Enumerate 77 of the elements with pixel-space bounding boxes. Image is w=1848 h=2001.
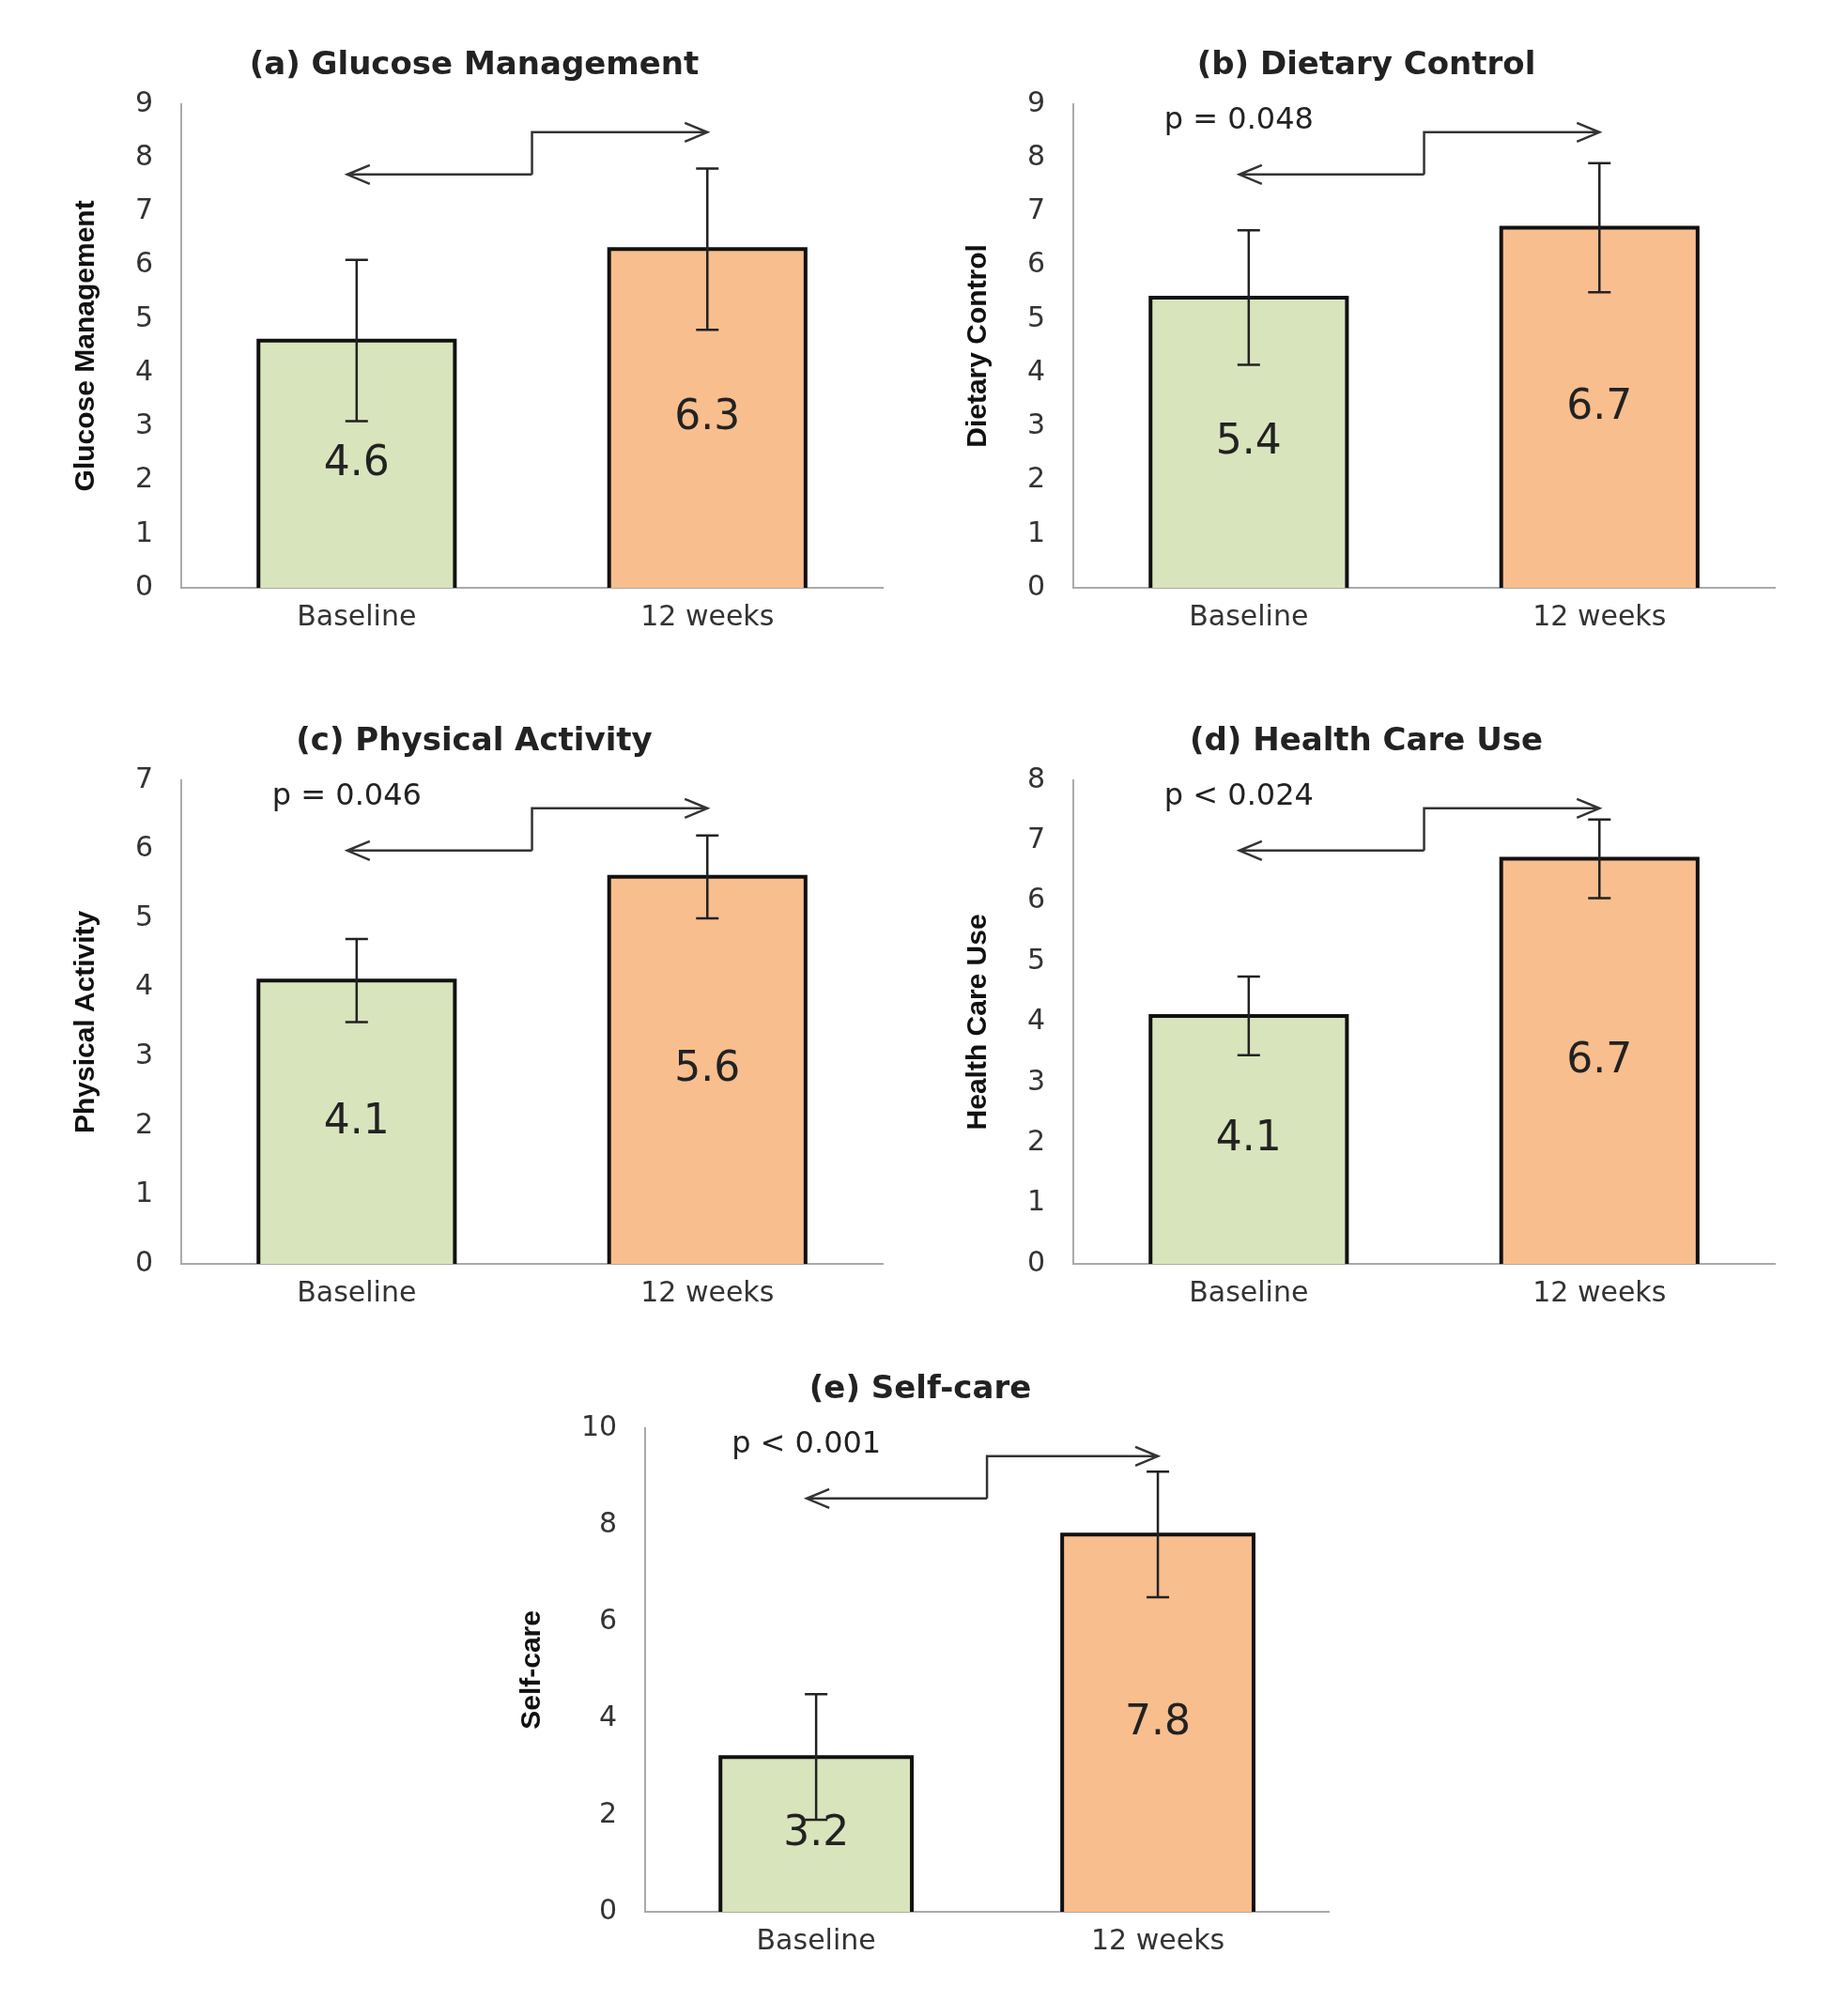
y-tick-label: 10 — [580, 1408, 618, 1442]
y-tick-label: 3 — [1026, 1063, 1046, 1097]
y-tick-label: 2 — [1026, 461, 1046, 495]
chart-title: (a) Glucose Management — [249, 44, 700, 83]
y-tick-label: 0 — [599, 1892, 618, 1926]
x-tick-label: 12 weeks — [640, 1274, 775, 1308]
y-tick-label: 2 — [1026, 1124, 1046, 1157]
y-tick-label: 8 — [1026, 138, 1046, 172]
chart-title: (e) Self-care — [808, 1368, 1032, 1407]
y-tick-label: 1 — [1026, 1184, 1046, 1218]
y-tick-label: 0 — [134, 1244, 154, 1278]
y-tick-label: 2 — [134, 461, 154, 495]
y-tick-label: 3 — [134, 1038, 154, 1070]
data-label: 4.1 — [1215, 1112, 1282, 1161]
y-tick-label: 2 — [134, 1106, 154, 1140]
y-tick-label: 7 — [1026, 192, 1046, 226]
y-tick-label: 8 — [599, 1505, 618, 1539]
y-tick-label: 3 — [1026, 408, 1046, 441]
data-label: 4.6 — [323, 436, 390, 485]
y-tick-label: 6 — [1026, 882, 1046, 916]
y-tick-label: 6 — [134, 246, 154, 280]
x-tick-label: Baseline — [297, 1274, 417, 1308]
y-axis-title: Dietary Control — [961, 244, 993, 448]
chart-title: (d) Health Care Use — [1189, 720, 1544, 759]
x-tick-label: Baseline — [1189, 598, 1309, 632]
x-tick-label: 12 weeks — [1532, 598, 1667, 632]
y-tick-label: 9 — [1026, 85, 1046, 118]
y-tick-label: 2 — [599, 1795, 618, 1829]
x-tick-label: Baseline — [297, 598, 417, 632]
x-tick-label: Baseline — [756, 1922, 876, 1956]
chart-title: (c) Physical Activity — [296, 720, 653, 759]
data-label: 3.2 — [783, 1807, 850, 1855]
y-tick-label: 4 — [1026, 1003, 1046, 1037]
y-tick-label: 8 — [134, 138, 154, 172]
annotation: p = 0.048 — [1163, 100, 1314, 137]
x-tick-label: 12 weeks — [1532, 1274, 1667, 1308]
y-tick-label: 7 — [134, 761, 154, 794]
y-tick-label: 4 — [134, 353, 154, 387]
y-tick-label: 9 — [134, 85, 154, 118]
x-tick-label: 12 weeks — [640, 598, 775, 632]
data-label: 6.3 — [674, 391, 741, 439]
y-tick-label: 0 — [1026, 1244, 1046, 1278]
y-tick-label: 1 — [1026, 515, 1046, 548]
y-tick-label: 1 — [134, 1176, 154, 1209]
y-axis-title: Self-care — [515, 1610, 547, 1730]
y-tick-label: 0 — [1026, 568, 1046, 602]
y-tick-label: 7 — [134, 192, 154, 226]
y-axis-title: Health Care Use — [961, 914, 993, 1131]
y-tick-label: 0 — [134, 568, 154, 602]
y-tick-label: 6 — [599, 1602, 618, 1636]
data-label: 6.7 — [1566, 379, 1633, 428]
chart-title: (b) Dietary Control — [1196, 44, 1536, 83]
y-tick-label: 4 — [599, 1699, 618, 1732]
y-axis-title: Physical Activity — [69, 910, 100, 1134]
y-tick-label: 4 — [134, 968, 154, 1002]
y-tick-label: 5 — [134, 899, 154, 932]
y-axis-title: Glucose Management — [69, 200, 100, 492]
y-tick-label: 1 — [134, 515, 154, 548]
y-tick-label: 6 — [1026, 246, 1046, 280]
annotation: p < 0.001 — [732, 1424, 882, 1461]
y-tick-label: 5 — [1026, 942, 1046, 976]
y-tick-label: 5 — [134, 300, 154, 333]
data-label: 7.8 — [1125, 1695, 1192, 1744]
y-tick-label: 4 — [1026, 353, 1046, 387]
x-tick-label: 12 weeks — [1090, 1922, 1225, 1956]
data-label: 6.7 — [1566, 1033, 1633, 1082]
y-tick-label: 8 — [1026, 761, 1046, 794]
y-tick-label: 3 — [134, 408, 154, 441]
x-tick-label: Baseline — [1189, 1274, 1309, 1308]
data-label: 5.4 — [1215, 414, 1282, 463]
annotation: p = 0.046 — [271, 777, 422, 813]
data-label: 5.6 — [674, 1042, 741, 1091]
annotation: p < 0.024 — [1163, 777, 1314, 813]
y-tick-label: 5 — [1026, 300, 1046, 333]
data-label: 4.1 — [323, 1094, 390, 1143]
y-tick-label: 7 — [1026, 822, 1046, 854]
y-tick-label: 6 — [134, 830, 154, 864]
